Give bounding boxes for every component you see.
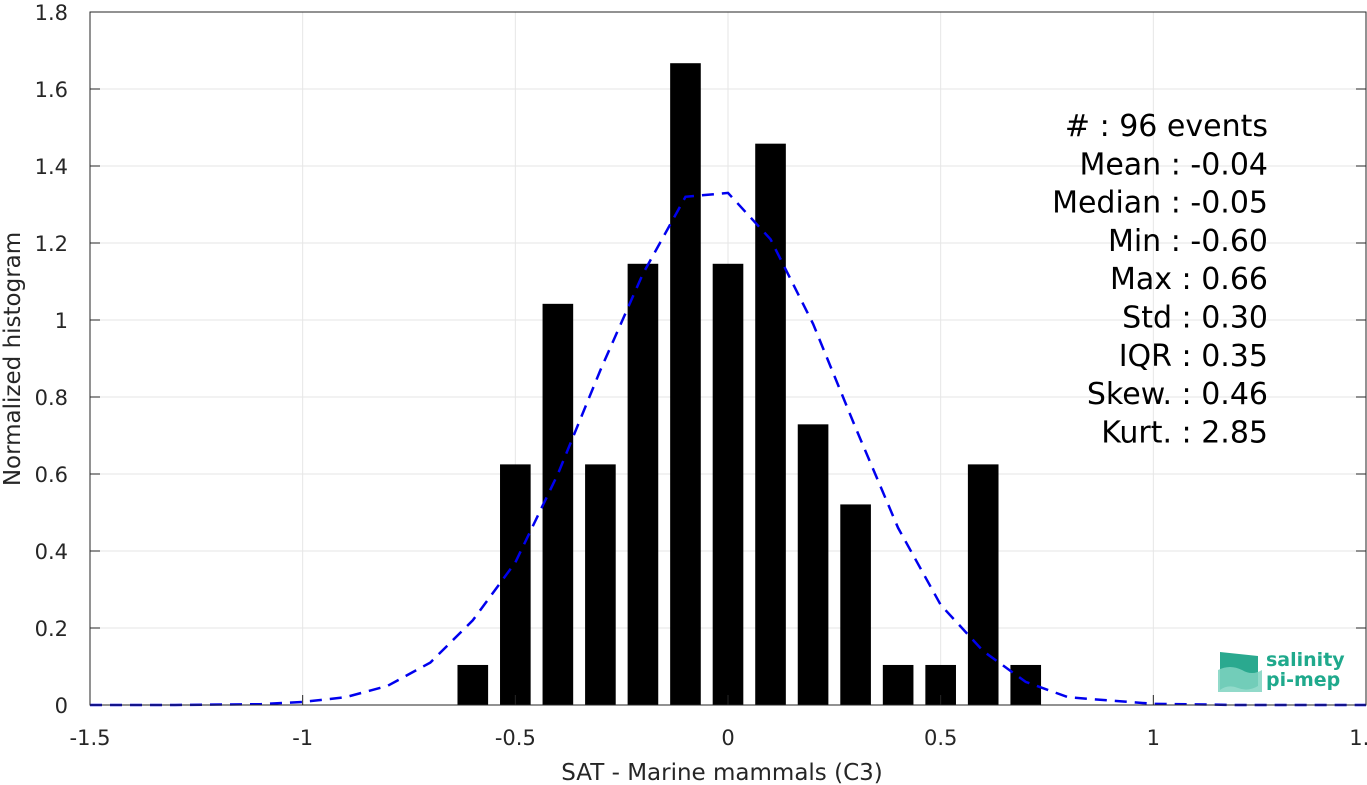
x-axis-ticks: -1.5 -1 -0.5 0 0.5 1 1.5 — [70, 695, 1367, 750]
y-tick-label: 1.4 — [35, 155, 68, 179]
histogram-bar — [1010, 664, 1042, 705]
y-tick-label: 1.8 — [35, 1, 68, 25]
histogram-bar — [755, 143, 786, 706]
histogram-bars — [457, 63, 1042, 706]
stat-line: IQR : 0.35 — [1119, 339, 1268, 374]
stat-line: Min : -0.60 — [1108, 224, 1268, 259]
logo-wave-layer-icon — [1218, 667, 1262, 692]
histogram-bar — [500, 464, 531, 705]
histogram-bar — [542, 303, 574, 705]
y-tick-label: 0.4 — [35, 540, 68, 564]
histogram-bar — [457, 664, 489, 705]
y-tick-label: 0 — [55, 694, 68, 718]
logo-line2: pi-mep — [1266, 669, 1340, 691]
y-axis-ticks: 0 0.2 0.4 0.6 0.8 1 1.2 1.4 1.6 1.8 — [35, 1, 1366, 718]
x-tick-label: 0 — [721, 726, 734, 750]
y-tick-label: 0.6 — [35, 463, 68, 487]
x-tick-label: -1 — [292, 726, 313, 750]
stat-line: # : 96 events — [1065, 109, 1268, 144]
histogram-bar — [967, 464, 999, 705]
x-tick-label: 1 — [1147, 726, 1160, 750]
x-tick-label: 1.5 — [1349, 726, 1367, 750]
x-axis-label: SAT - Marine mammals (C3) — [561, 760, 883, 785]
stat-line: Mean : -0.04 — [1079, 147, 1268, 182]
salinity-pi-mep-logo: salinity pi-mep — [1218, 649, 1345, 692]
x-tick-label: -1.5 — [70, 726, 111, 750]
histogram-bar — [882, 664, 914, 705]
x-tick-label: -0.5 — [495, 726, 536, 750]
stat-line: Max : 0.66 — [1110, 262, 1268, 297]
stat-line: Median : -0.05 — [1052, 186, 1268, 221]
histogram-bar — [712, 263, 744, 705]
stat-line: Skew. : 0.46 — [1087, 377, 1268, 412]
histogram-bar — [670, 63, 701, 705]
y-axis-label: Normalized histogram — [0, 232, 26, 486]
stat-line: Std : 0.30 — [1122, 301, 1268, 336]
histogram-bar — [627, 263, 659, 705]
y-tick-label: 0.2 — [35, 617, 68, 641]
normal-fit-curve — [90, 191, 1366, 707]
histogram-bar — [840, 504, 871, 705]
histogram-bar — [585, 464, 616, 705]
stat-line: Kurt. : 2.85 — [1101, 415, 1268, 450]
y-tick-label: 1 — [55, 309, 68, 333]
logo-line1: salinity — [1266, 649, 1345, 671]
histogram-bar — [797, 424, 829, 705]
y-tick-label: 1.6 — [35, 78, 68, 102]
y-tick-label: 0.8 — [35, 386, 68, 410]
y-tick-label: 1.2 — [35, 232, 68, 256]
x-tick-label: 0.5 — [924, 726, 957, 750]
